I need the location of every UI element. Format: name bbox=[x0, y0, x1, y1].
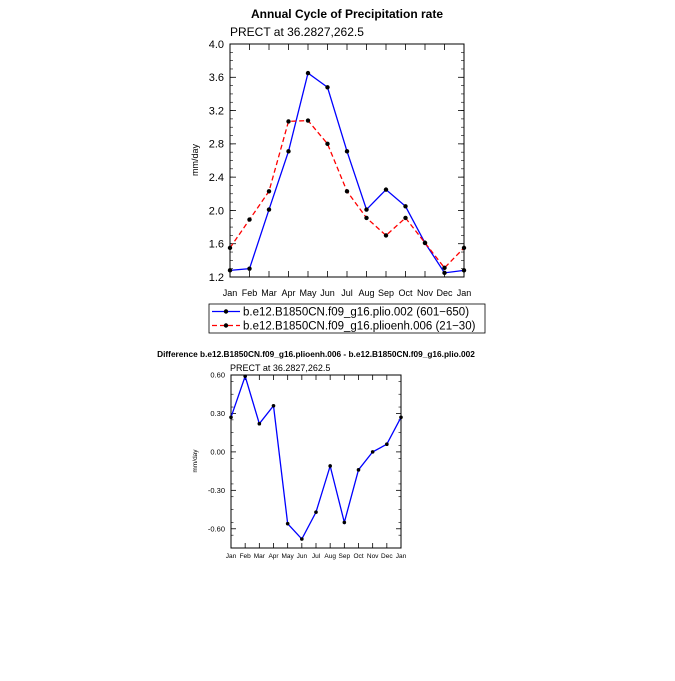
x-tick-label: Apr bbox=[281, 288, 295, 298]
data-point bbox=[314, 510, 318, 514]
x-tick-label: Aug bbox=[358, 288, 374, 298]
data-point bbox=[305, 70, 311, 76]
x-tick-label: Jan bbox=[396, 553, 407, 560]
x-tick-label: Mar bbox=[254, 553, 266, 560]
data-point bbox=[399, 415, 403, 420]
x-tick-label: Jun bbox=[297, 553, 308, 560]
x-tick-label: Jul bbox=[312, 553, 321, 560]
x-tick-label: Sep bbox=[378, 288, 394, 298]
x-tick-label: Feb bbox=[240, 553, 252, 560]
data-point bbox=[403, 215, 408, 221]
chart1-title: Annual Cycle of Precipitation rate bbox=[251, 7, 443, 21]
y-tick-label: 3.6 bbox=[209, 72, 224, 84]
chart1-plot-frame bbox=[229, 43, 465, 278]
legend-marker-plioenh bbox=[223, 323, 229, 328]
x-tick-label: Apr bbox=[268, 553, 279, 560]
chart2-title: Difference b.e12.B1850CN.f09_g16.plioenh… bbox=[157, 349, 475, 359]
data-point bbox=[305, 118, 311, 123]
series-line-0 bbox=[230, 374, 402, 541]
data-point bbox=[356, 468, 361, 472]
data-point bbox=[286, 119, 291, 124]
data-point bbox=[383, 233, 389, 238]
x-tick-label: Dec bbox=[381, 553, 393, 560]
data-point bbox=[442, 265, 447, 271]
chart1-legend-box bbox=[208, 303, 486, 334]
x-tick-label: Nov bbox=[367, 553, 379, 560]
x-tick-label: Oct bbox=[398, 288, 413, 298]
data-point bbox=[370, 450, 375, 454]
data-point bbox=[300, 537, 304, 541]
series-line-0 bbox=[229, 72, 465, 274]
series-line-1 bbox=[229, 119, 465, 269]
chart-annual-cycle: Annual Cycle of Precipitation rate PRECT… bbox=[190, 7, 486, 334]
y-tick-label: 0.60 bbox=[210, 371, 225, 380]
data-point bbox=[266, 189, 272, 194]
data-point bbox=[227, 268, 233, 273]
data-point bbox=[229, 415, 233, 420]
y-tick-label: 4.0 bbox=[209, 39, 224, 51]
data-point bbox=[403, 204, 408, 209]
data-point bbox=[271, 403, 276, 408]
data-point bbox=[461, 268, 467, 273]
data-point bbox=[364, 215, 369, 221]
chart2-y-axis-label: mm/day bbox=[192, 449, 199, 473]
y-tick-label: 1.2 bbox=[209, 272, 224, 284]
x-tick-label: Jul bbox=[341, 288, 353, 298]
chart2-plot-frame bbox=[230, 374, 402, 549]
data-point bbox=[328, 464, 332, 468]
y-tick-label: -0.30 bbox=[208, 486, 225, 495]
x-tick-label: Feb bbox=[242, 288, 258, 298]
data-point bbox=[286, 149, 291, 154]
x-tick-label: Dec bbox=[436, 288, 453, 298]
x-tick-label: May bbox=[282, 553, 295, 560]
chart2-subtitle: PRECT at 36.2827,262.5 bbox=[230, 363, 330, 373]
data-point bbox=[364, 207, 369, 212]
x-tick-label: Aug bbox=[324, 553, 336, 560]
y-tick-label: 2.0 bbox=[209, 205, 224, 217]
data-point bbox=[344, 149, 350, 154]
legend-label-plioenh: b.e12.B1850CN.f09_g16.plioenh.006 (21−30… bbox=[243, 321, 476, 333]
data-point bbox=[383, 187, 389, 192]
x-tick-label: Jun bbox=[320, 288, 335, 298]
data-point bbox=[342, 520, 347, 525]
chart-difference: Difference b.e12.B1850CN.f09_g16.plioenh… bbox=[157, 349, 475, 560]
x-tick-label: Jan bbox=[226, 553, 237, 560]
y-tick-label: 3.2 bbox=[209, 105, 224, 117]
x-tick-label: Sep bbox=[339, 553, 351, 560]
data-point bbox=[227, 245, 233, 251]
legend-label-plio: b.e12.B1850CN.f09_g16.plio.002 (601−650) bbox=[243, 307, 469, 319]
x-tick-label: Nov bbox=[417, 288, 434, 298]
y-tick-label: 1.6 bbox=[209, 239, 224, 251]
x-tick-label: Oct bbox=[353, 553, 363, 560]
y-tick-label: 0.00 bbox=[210, 448, 225, 457]
data-point bbox=[325, 85, 330, 90]
y-tick-label: 2.8 bbox=[209, 139, 224, 151]
data-point bbox=[442, 270, 447, 276]
data-point bbox=[266, 207, 272, 212]
x-tick-label: May bbox=[299, 288, 317, 298]
y-tick-label: 0.30 bbox=[210, 409, 225, 418]
x-tick-label: Jan bbox=[223, 288, 238, 298]
data-point bbox=[247, 217, 252, 222]
data-point bbox=[247, 266, 252, 271]
y-tick-label: 2.4 bbox=[209, 172, 224, 184]
data-point bbox=[344, 189, 350, 194]
x-tick-label: Mar bbox=[261, 288, 277, 298]
chart1-subtitle: PRECT at 36.2827,262.5 bbox=[230, 25, 364, 39]
chart1-y-axis-label: mm/day bbox=[190, 144, 200, 177]
data-point bbox=[325, 141, 330, 147]
chart1-legend: b.e12.B1850CN.f09_g16.plio.002 (601−650)… bbox=[208, 303, 486, 334]
data-point bbox=[385, 442, 389, 447]
data-point bbox=[257, 421, 262, 426]
legend-marker-plio bbox=[223, 309, 229, 314]
x-tick-label: Jan bbox=[457, 288, 472, 298]
data-point bbox=[243, 374, 247, 379]
data-point bbox=[422, 240, 428, 246]
data-point bbox=[285, 521, 290, 526]
data-point bbox=[461, 245, 467, 251]
y-tick-label: -0.60 bbox=[208, 524, 225, 533]
